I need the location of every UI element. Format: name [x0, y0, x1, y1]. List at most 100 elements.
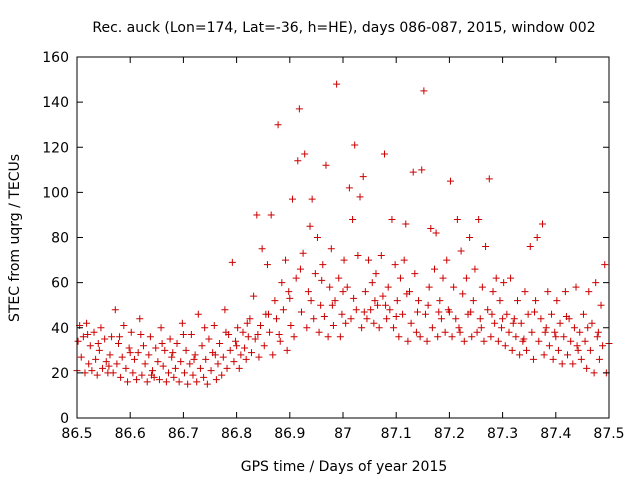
data-point — [125, 344, 133, 352]
x-tick-label: 86.9 — [274, 426, 305, 442]
data-point — [457, 247, 465, 255]
data-point — [370, 319, 378, 327]
data-point — [241, 344, 249, 352]
data-point — [283, 346, 291, 354]
data-point — [116, 333, 124, 341]
data-point — [221, 306, 229, 314]
data-point — [255, 353, 263, 361]
data-point — [274, 121, 282, 129]
data-point — [567, 337, 575, 345]
data-point — [292, 274, 300, 282]
data-point — [544, 288, 552, 296]
data-point — [532, 297, 540, 305]
data-point — [117, 373, 125, 381]
y-tick-label: 20 — [51, 366, 69, 382]
data-point — [257, 321, 265, 329]
data-point — [154, 358, 162, 366]
data-point — [193, 378, 201, 386]
data-point — [453, 215, 461, 223]
data-point — [260, 342, 268, 350]
data-point — [450, 283, 458, 291]
data-point — [496, 297, 504, 305]
data-point — [149, 367, 157, 375]
data-point — [421, 310, 429, 318]
data-point — [517, 319, 525, 327]
data-point — [182, 346, 190, 354]
data-point — [551, 328, 559, 336]
data-point — [246, 315, 254, 323]
data-point — [127, 328, 135, 336]
data-point — [432, 229, 440, 237]
data-point — [324, 333, 332, 341]
data-point — [523, 346, 531, 354]
data-point — [226, 346, 234, 354]
data-point — [184, 380, 192, 388]
data-point — [170, 373, 178, 381]
data-point — [158, 340, 166, 348]
data-point — [423, 337, 431, 345]
data-point — [120, 321, 128, 329]
data-point — [218, 371, 226, 379]
data-point — [553, 297, 561, 305]
data-point — [395, 333, 403, 341]
data-point — [95, 346, 103, 354]
data-point — [576, 328, 584, 336]
data-point — [510, 315, 518, 323]
data-point — [352, 306, 360, 314]
data-point — [516, 351, 524, 359]
data-point — [157, 324, 165, 332]
data-point — [202, 355, 210, 363]
data-point — [501, 342, 509, 350]
data-point — [380, 150, 388, 158]
data-point — [499, 315, 507, 323]
data-point — [214, 360, 222, 368]
data-point — [175, 378, 183, 386]
data-point — [194, 310, 202, 318]
data-point — [418, 166, 426, 174]
data-point — [190, 355, 198, 363]
data-point — [539, 220, 546, 228]
data-point — [386, 306, 394, 314]
data-point — [564, 351, 572, 359]
data-point — [212, 376, 220, 384]
data-point — [359, 173, 367, 181]
data-point — [358, 324, 366, 332]
data-point — [477, 324, 485, 332]
data-point — [409, 168, 417, 176]
data-point — [399, 310, 407, 318]
data-point — [393, 297, 401, 305]
data-point — [84, 331, 92, 339]
data-point — [74, 337, 82, 345]
data-point — [338, 310, 346, 318]
data-point — [581, 337, 589, 345]
x-tick-label: 87.1 — [381, 426, 412, 442]
data-point — [356, 193, 364, 201]
plot-frame — [76, 56, 610, 419]
data-point — [173, 340, 181, 348]
data-point — [138, 371, 146, 379]
data-point — [413, 308, 421, 316]
y-tick-label: 40 — [51, 321, 69, 337]
data-point — [524, 310, 532, 318]
data-point — [243, 319, 251, 327]
data-point — [572, 283, 580, 291]
y-tick-label: 120 — [42, 140, 69, 156]
data-point — [476, 315, 484, 323]
data-point — [573, 342, 581, 350]
data-point — [535, 337, 543, 345]
data-point — [529, 355, 537, 363]
data-point — [306, 222, 314, 230]
data-point — [601, 261, 609, 269]
x-axis-title: GPS time / Days of year 2015 — [241, 459, 448, 475]
data-point — [468, 333, 476, 341]
data-point — [211, 351, 219, 359]
data-point — [97, 324, 105, 332]
data-point — [431, 265, 439, 273]
y-tick-label: 60 — [51, 276, 69, 292]
data-point — [436, 297, 444, 305]
data-point — [108, 333, 116, 341]
data-point — [595, 355, 603, 363]
data-point — [147, 371, 155, 379]
data-point — [339, 288, 347, 296]
